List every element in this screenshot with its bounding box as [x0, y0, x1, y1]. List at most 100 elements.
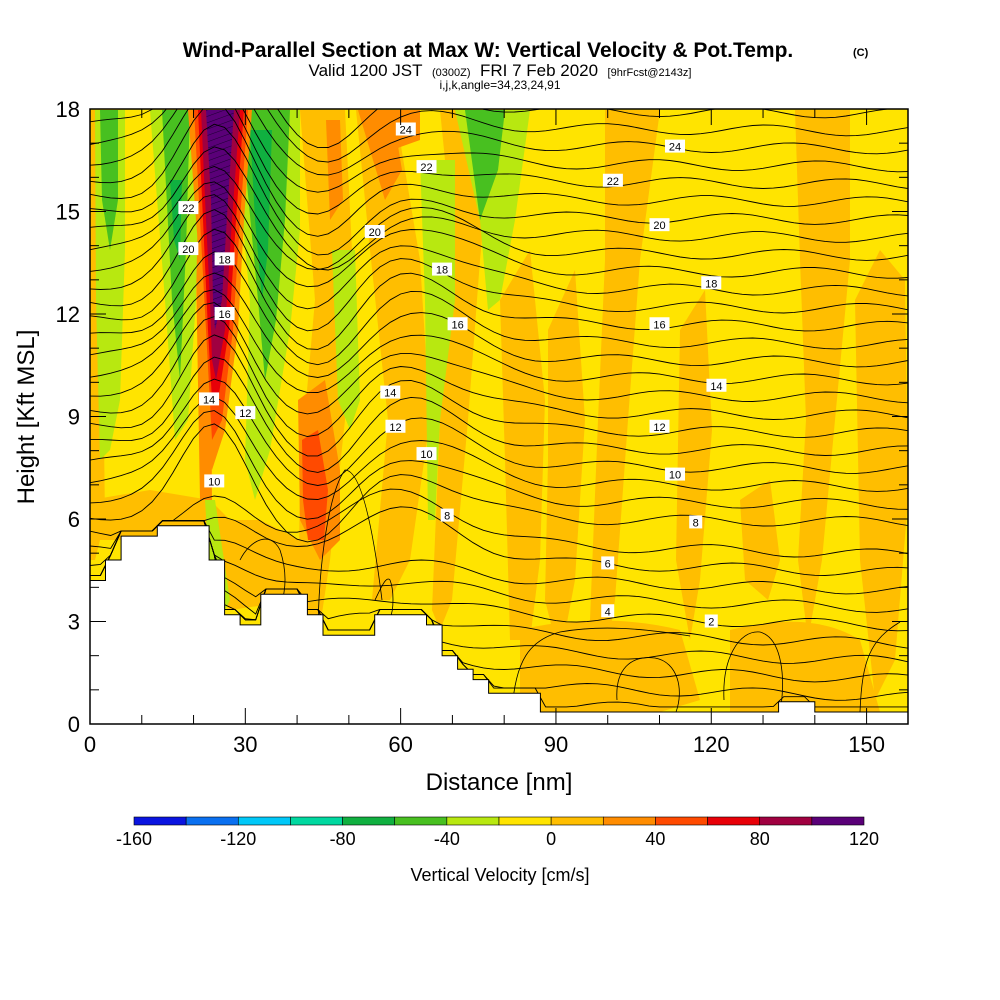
contour-label: 8	[693, 517, 699, 529]
isentrope-line	[90, 423, 908, 543]
x-tick-label: 0	[84, 732, 96, 757]
isentrope-line	[90, 488, 908, 558]
isentrope-line	[90, 109, 908, 163]
contour-label-box	[601, 556, 615, 570]
contour-label-box	[701, 276, 722, 290]
isentrope-line	[90, 123, 908, 256]
colorbar-swatch	[655, 816, 708, 826]
contour-label: 10	[208, 476, 220, 488]
isentrope-line	[90, 520, 908, 613]
contour-label: 24	[669, 142, 681, 154]
isentrope-line	[90, 334, 908, 457]
contour-label: 6	[605, 558, 611, 570]
valid-date: FRI 7 Feb 2020	[480, 61, 598, 80]
contour-label-box	[204, 474, 225, 488]
colorbar-tick-label: -40	[434, 829, 460, 849]
y-tick-label: 12	[56, 302, 80, 327]
colorbar-swatch	[133, 816, 187, 826]
colorbar-tick-labels: -160 -120 -80 -40 0 40 80 120	[116, 829, 879, 849]
potential-temperature-contours	[90, 109, 908, 708]
valid-utc: (0300Z)	[432, 67, 471, 79]
y-tick-label: 6	[68, 507, 80, 532]
y-tick-label: 15	[56, 200, 80, 225]
contour-label-box	[602, 173, 623, 187]
contour-label: 12	[389, 422, 401, 434]
isentrope-line	[90, 316, 908, 437]
contour-label-box	[704, 614, 718, 628]
isentrope-line	[90, 228, 908, 350]
contour-label: 14	[384, 388, 396, 400]
contour-label-box	[649, 317, 670, 331]
contour-label: 16	[653, 319, 665, 331]
isentrope-line	[90, 181, 908, 288]
x-tick-label: 30	[233, 732, 257, 757]
isentrope-line	[90, 520, 908, 664]
isentrope-line	[90, 209, 908, 332]
contour-label-box	[689, 515, 703, 529]
contour-label: 16	[451, 319, 463, 331]
contour-label: 8	[444, 511, 450, 523]
colorbar-label: Vertical Velocity [cm/s]	[410, 865, 589, 885]
contour-label: 24	[400, 125, 412, 137]
isentrope-line	[90, 109, 908, 193]
contour-label-box	[432, 262, 453, 276]
y-tick-label: 18	[56, 97, 80, 122]
isentrope-line	[90, 289, 908, 394]
isentrope-line	[90, 109, 908, 237]
y-tick-label: 0	[68, 712, 80, 737]
contour-label: 12	[239, 408, 251, 420]
contour-label-box	[395, 122, 416, 136]
y-tick-labels: 0 3 6 9 12 15 18	[56, 97, 80, 737]
colorbar-swatch	[498, 816, 552, 826]
contour-label: 20	[182, 244, 194, 256]
valid-time-line: Valid 1200 JST (0300Z) FRI 7 Feb 2020 [9…	[309, 61, 692, 80]
contour-label: 22	[182, 203, 194, 215]
contour-label: 22	[607, 176, 619, 188]
contour-label-box	[416, 160, 437, 174]
x-tick-labels: 0 30 60 90 120 150	[84, 732, 885, 757]
isentrope-line	[277, 109, 894, 149]
axis-ticks	[89, 108, 908, 725]
valid-prefix: Valid 1200 JST	[309, 61, 423, 80]
contour-label-box	[364, 225, 385, 238]
contour-label-box	[665, 139, 686, 153]
chart-title: Wind-Parallel Section at Max W: Vertical…	[183, 39, 794, 62]
colorbar-swatch	[342, 816, 396, 826]
contour-label-box	[385, 419, 406, 433]
contour-label-box	[214, 252, 235, 266]
contour-label-box	[649, 218, 670, 232]
contour-label-box	[235, 406, 256, 420]
colorbar-tick-label: -160	[116, 829, 152, 849]
downdraft-bands	[95, 110, 530, 610]
colorbar-swatch	[707, 816, 761, 826]
contour-label: 18	[705, 278, 717, 290]
isentrope-line	[90, 520, 908, 683]
contour-label: 18	[436, 265, 448, 277]
contour-label: 10	[669, 470, 681, 482]
contour-label: 14	[710, 381, 722, 393]
contour-label: 16	[218, 309, 230, 321]
contour-label-box	[447, 317, 468, 331]
x-tick-label: 90	[544, 732, 568, 757]
isentrope-line	[90, 194, 908, 310]
colorbar-tick-label: 0	[546, 829, 556, 849]
contour-label-box	[649, 419, 670, 433]
colorbar-swatch	[550, 816, 604, 826]
isentrope-line	[90, 146, 908, 271]
colorbar-swatch	[185, 816, 239, 826]
colorbar-swatch	[446, 816, 500, 826]
isentrope-line	[90, 166, 908, 271]
contour-label-box	[178, 201, 199, 215]
colorbar-tick-label: -80	[330, 829, 356, 849]
contour-label: 12	[653, 422, 665, 434]
colorbar-swatch	[290, 816, 343, 826]
x-tick-label: 120	[693, 732, 730, 757]
colorbar	[133, 816, 865, 826]
contour-label: 4	[605, 606, 611, 618]
colorbar-tick-label: 40	[645, 829, 665, 849]
contour-label: 2	[708, 617, 714, 629]
contour-label-box	[416, 447, 437, 461]
isentrope-line	[90, 109, 908, 215]
contour-label: 20	[653, 220, 665, 232]
contour-label: 22	[420, 162, 432, 174]
